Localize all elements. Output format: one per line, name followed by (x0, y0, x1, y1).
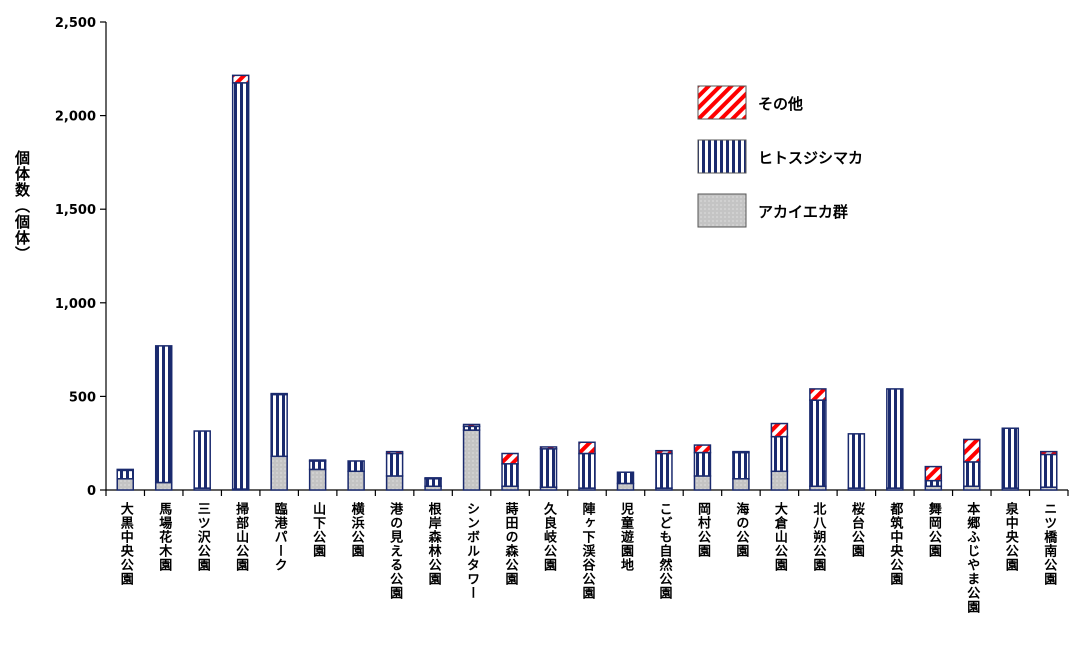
x-category-label: 海の公園 (733, 501, 749, 558)
bar-segment (924, 465, 943, 482)
bar-segment (693, 475, 712, 491)
x-category-label: シンボルタワー (464, 502, 480, 600)
x-category-label: 港の見える公園 (387, 501, 404, 600)
bar-segment (770, 422, 789, 438)
bar-segment (270, 392, 288, 396)
bar-segment (655, 452, 673, 489)
bar-segment (308, 468, 327, 491)
y-tick-label: 1,500 (55, 203, 96, 218)
x-category-label: 大黒中央公園 (118, 501, 133, 586)
bar-segment (270, 393, 288, 458)
bar-segment (462, 429, 481, 491)
bar-segment (385, 450, 404, 455)
bar-segment (501, 452, 519, 465)
bar-segment (578, 441, 596, 455)
x-category-label: 根岸森林公園 (426, 501, 442, 586)
bar-segment (424, 477, 442, 480)
y-tick-label: 2,000 (55, 110, 96, 125)
bar-segment (347, 460, 365, 473)
bar-segment (462, 423, 481, 428)
x-category-label: 山下公園 (310, 501, 326, 558)
bar-segment (809, 388, 827, 401)
x-category-label: 本郷ふじやま公園 (964, 501, 980, 614)
bar-segment (732, 450, 750, 454)
bar-segment (732, 478, 750, 491)
bar-segment (308, 459, 327, 462)
bar-segment (847, 433, 866, 489)
bar-segment (924, 479, 943, 488)
bar-segment (501, 463, 519, 488)
x-category-label: 蒔田の森公園 (503, 501, 519, 586)
x-category-label: 陣ヶ下渓谷公園 (580, 501, 596, 600)
bar-segment (578, 452, 596, 489)
bar-segment (655, 449, 673, 455)
legend-swatch (697, 139, 747, 174)
x-category-label: 馬場花木園 (156, 502, 173, 572)
bar-segment (154, 345, 173, 484)
legend-label: その他 (758, 95, 803, 113)
y-tick-label: 0 (87, 484, 96, 499)
bar-segment (385, 452, 404, 477)
x-category-label: こども自然公園 (656, 502, 672, 600)
x-category-label: 横浜公園 (349, 501, 365, 558)
y-tick-label: 2,500 (55, 16, 96, 31)
legend-swatch (697, 85, 747, 120)
bar-segment (539, 448, 558, 488)
bar-segment (231, 74, 250, 84)
legend-label: アカイエカ群 (758, 203, 848, 221)
bar-segment (693, 444, 712, 454)
x-category-label: 久良岐公園 (541, 501, 557, 572)
bar-segment (231, 82, 250, 490)
bar-segment (770, 435, 789, 473)
x-category-label: 泉中央公園 (1003, 501, 1019, 572)
x-category-label: ニツ橋南公園 (1041, 502, 1057, 586)
bar-segment (116, 469, 134, 480)
bar-segment (963, 461, 981, 488)
x-category-label: 岡村公園 (695, 502, 711, 558)
x-category-label: 北八朔公園 (810, 502, 827, 572)
bar-segment (1001, 427, 1020, 489)
bar-segment (693, 451, 712, 477)
bar-segment (963, 438, 981, 463)
bar-segment (616, 482, 635, 491)
x-category-label: 掃部山公園 (233, 501, 249, 572)
bar-segment (1040, 450, 1058, 456)
bar-segment (347, 470, 365, 491)
x-category-label: 児童遊園地 (618, 502, 635, 572)
bar-segment (308, 460, 327, 471)
bar-segment (616, 471, 635, 485)
legend-label: ヒトスジシマカ (758, 149, 863, 167)
bar-segment (193, 430, 211, 489)
y-tick-label: 1,000 (55, 297, 96, 312)
y-axis-title: 個体数（個体） (13, 149, 31, 262)
x-category-label: 臨港パーク (272, 501, 288, 572)
bar-segment (1040, 453, 1058, 488)
bar-segment (116, 478, 134, 491)
bar-segment (770, 470, 789, 491)
x-category-label: 桜台公園 (849, 501, 865, 558)
bar-segment (809, 399, 827, 488)
y-tick-label: 500 (69, 390, 96, 405)
x-category-label: 三ツ沢公園 (195, 502, 211, 572)
bar-segment (539, 446, 558, 450)
bar-segment (732, 451, 750, 480)
bar-segment (424, 478, 442, 488)
x-category-label: 大倉山公園 (772, 501, 789, 572)
x-category-label: 都筑中央公園 (887, 501, 904, 586)
bar-segment (116, 468, 134, 472)
x-category-label: 舞岡公園 (926, 501, 943, 558)
bar-segment (270, 455, 288, 491)
bar-segment (886, 388, 904, 489)
bar-segment (154, 481, 173, 491)
bar-segment (385, 475, 404, 491)
legend-swatch (697, 193, 747, 228)
